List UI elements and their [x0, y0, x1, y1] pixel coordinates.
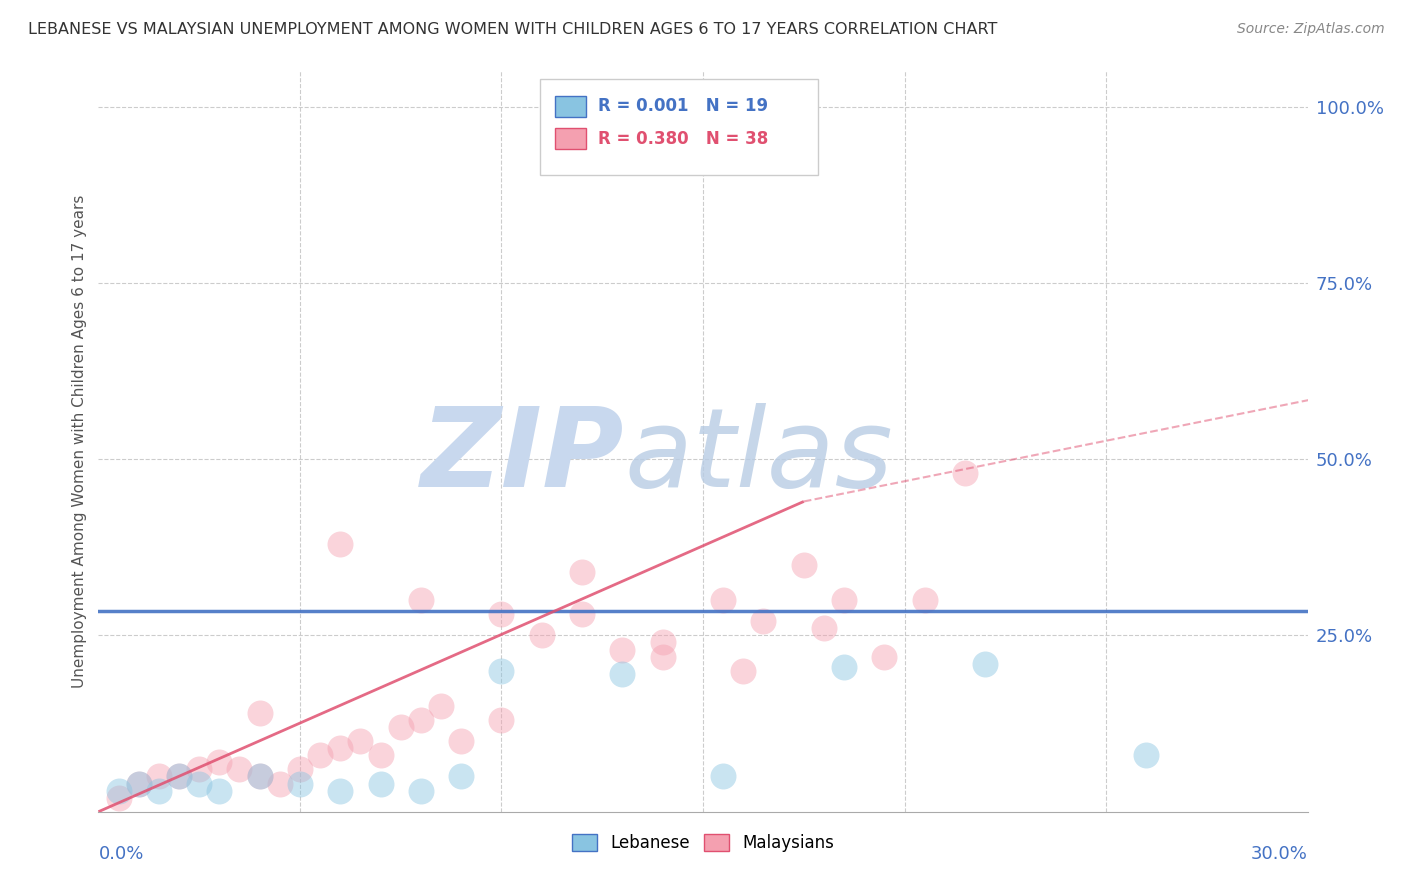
Point: [128, 776, 150, 790]
Point: [571, 607, 593, 622]
Point: [228, 763, 250, 777]
Point: [249, 769, 271, 783]
Point: [711, 769, 734, 783]
Point: [491, 664, 513, 678]
Point: [409, 783, 432, 797]
Point: [832, 593, 855, 607]
Point: [450, 734, 472, 748]
Legend: Lebanese, Malaysians: Lebanese, Malaysians: [567, 829, 839, 856]
Point: [208, 783, 231, 797]
Bar: [555, 128, 586, 149]
Text: ZIP: ZIP: [420, 403, 624, 510]
Point: [370, 776, 392, 790]
Point: [107, 790, 129, 805]
Point: [832, 660, 855, 674]
Text: atlas: atlas: [624, 403, 893, 510]
Point: [974, 657, 997, 671]
Point: [329, 783, 352, 797]
Point: [288, 776, 311, 790]
Point: [1135, 748, 1157, 763]
Point: [491, 607, 513, 622]
Text: R = 0.380   N = 38: R = 0.380 N = 38: [598, 129, 768, 148]
Point: [167, 769, 190, 783]
Point: [813, 621, 835, 635]
Point: [167, 769, 190, 783]
Point: [128, 776, 150, 790]
Point: [148, 769, 170, 783]
Point: [793, 558, 815, 572]
Point: [491, 713, 513, 727]
Point: [148, 783, 170, 797]
Point: [409, 713, 432, 727]
Point: [409, 593, 432, 607]
Point: [309, 748, 332, 763]
Point: [389, 720, 412, 734]
Point: [914, 593, 936, 607]
Point: [370, 748, 392, 763]
Point: [651, 649, 673, 664]
Point: [450, 769, 472, 783]
Text: R = 0.001   N = 19: R = 0.001 N = 19: [598, 97, 768, 115]
Text: Source: ZipAtlas.com: Source: ZipAtlas.com: [1237, 22, 1385, 37]
Point: [1316, 769, 1339, 783]
Point: [349, 734, 371, 748]
Point: [188, 776, 211, 790]
Point: [530, 628, 553, 642]
Point: [752, 615, 775, 629]
Point: [571, 565, 593, 579]
Point: [651, 635, 673, 649]
Point: [329, 741, 352, 756]
FancyBboxPatch shape: [540, 78, 818, 175]
Point: [188, 763, 211, 777]
Text: 0.0%: 0.0%: [98, 845, 143, 863]
Point: [953, 467, 976, 481]
Point: [329, 537, 352, 551]
Point: [430, 698, 453, 713]
Point: [288, 763, 311, 777]
Point: [208, 756, 231, 770]
Point: [612, 667, 634, 681]
Point: [711, 593, 734, 607]
Point: [249, 769, 271, 783]
Point: [249, 706, 271, 720]
Y-axis label: Unemployment Among Women with Children Ages 6 to 17 years: Unemployment Among Women with Children A…: [72, 194, 87, 689]
Point: [733, 664, 755, 678]
Text: LEBANESE VS MALAYSIAN UNEMPLOYMENT AMONG WOMEN WITH CHILDREN AGES 6 TO 17 YEARS : LEBANESE VS MALAYSIAN UNEMPLOYMENT AMONG…: [28, 22, 997, 37]
Point: [107, 783, 129, 797]
Text: 30.0%: 30.0%: [1251, 845, 1308, 863]
Point: [612, 642, 634, 657]
Bar: [555, 95, 586, 117]
Point: [873, 649, 896, 664]
Point: [269, 776, 291, 790]
